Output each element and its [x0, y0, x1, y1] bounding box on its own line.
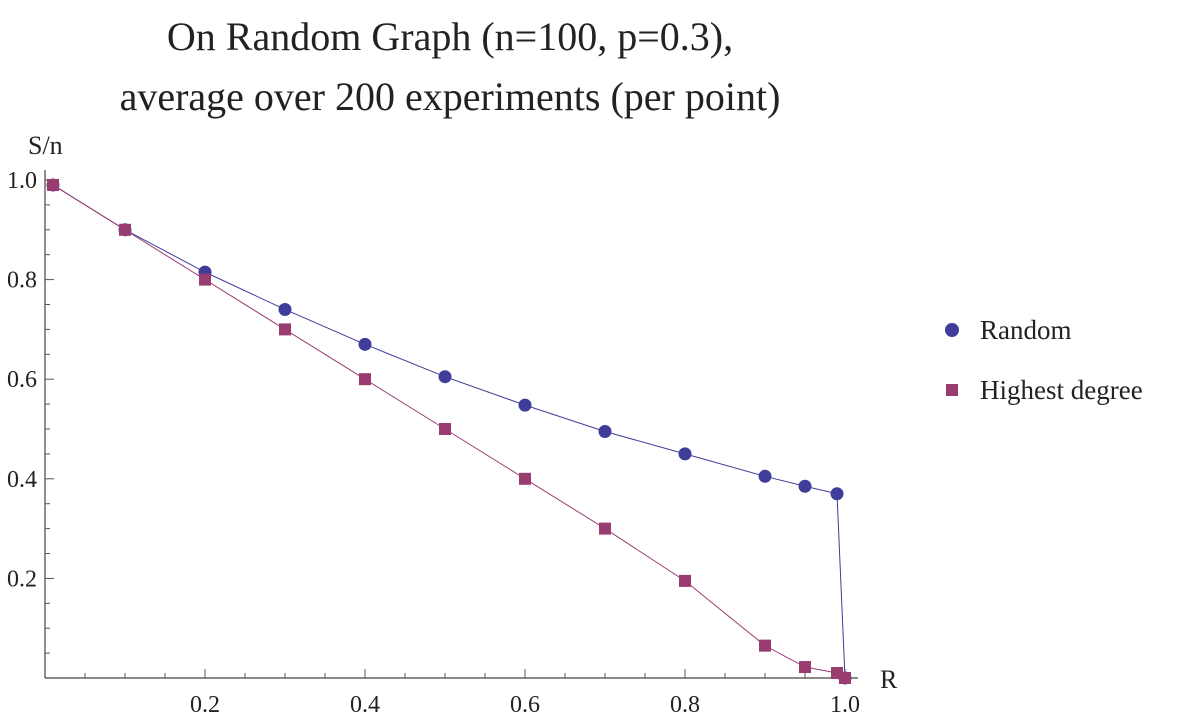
x-axis-label: R [880, 665, 898, 694]
series-layer [46, 178, 852, 685]
data-point [199, 273, 211, 286]
data-point [279, 323, 291, 336]
axes: 0.2 0.4 0.6 0.8 1.0 0.2 0.4 0.6 0.8 1.0 [7, 168, 860, 718]
data-point [119, 223, 131, 236]
data-point [438, 370, 452, 384]
data-point [799, 661, 811, 674]
data-point [758, 469, 772, 483]
data-point [678, 447, 692, 461]
chart-title-line-1: On Random Graph (n=100, p=0.3), [167, 14, 733, 59]
data-point [830, 487, 844, 501]
chart-title-line-2: average over 200 experiments (per point) [120, 74, 781, 119]
data-point [278, 302, 292, 316]
x-tick-label: 0.4 [350, 692, 380, 718]
legend-marker [945, 323, 959, 337]
data-point [798, 479, 812, 493]
data-point [839, 672, 851, 684]
legend-marker [946, 384, 958, 396]
x-tick-label: 0.8 [670, 692, 700, 718]
data-point [47, 178, 59, 191]
legend: Random Highest degree [945, 315, 1143, 405]
y-axis-label: S/n [28, 131, 63, 160]
series-highest-degree [47, 178, 851, 684]
data-point [519, 472, 531, 485]
data-point [679, 574, 691, 587]
data-point [599, 522, 611, 535]
y-tick-label: 0.4 [7, 467, 37, 493]
y-tick-label: 1.0 [7, 168, 37, 194]
legend-label: Random [980, 315, 1072, 345]
y-tick-label: 0.8 [7, 268, 37, 294]
data-point [439, 423, 451, 435]
legend-label: Highest degree [980, 375, 1143, 405]
data-point [518, 398, 532, 412]
x-tick-label: 0.6 [510, 692, 540, 718]
chart-title: On Random Graph (n=100, p=0.3), average … [120, 14, 781, 119]
y-tick-label: 0.2 [7, 566, 37, 592]
data-point [359, 373, 371, 386]
y-tick-label: 0.6 [7, 367, 37, 393]
data-point [358, 337, 372, 351]
data-point [598, 424, 612, 438]
data-point [759, 639, 771, 652]
x-tick-label: 1.0 [830, 692, 860, 718]
x-tick-label: 0.2 [190, 692, 220, 718]
